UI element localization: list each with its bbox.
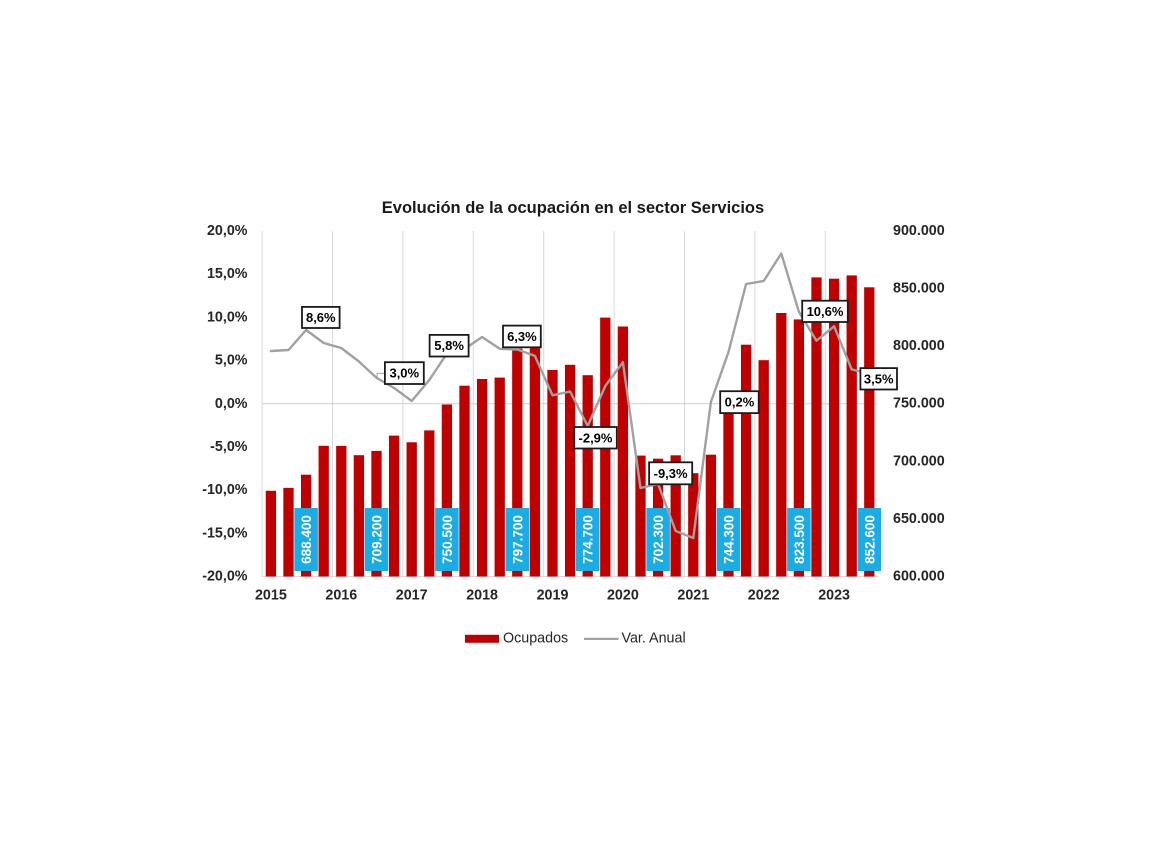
svg-text:5,8%: 5,8% — [434, 338, 464, 353]
svg-text:-2,9%: -2,9% — [579, 430, 613, 445]
svg-text:600.000: 600.000 — [893, 569, 945, 585]
svg-text:750.500: 750.500 — [440, 515, 455, 564]
svg-text:2022: 2022 — [748, 588, 780, 604]
svg-text:10,6%: 10,6% — [807, 304, 844, 319]
svg-text:8,6%: 8,6% — [306, 310, 336, 325]
svg-text:800.000: 800.000 — [893, 338, 945, 354]
svg-text:-20,0%: -20,0% — [202, 569, 248, 585]
svg-text:2023: 2023 — [818, 588, 850, 604]
svg-text:650.000: 650.000 — [893, 511, 945, 527]
svg-text:900.000: 900.000 — [893, 223, 945, 239]
svg-text:709.200: 709.200 — [370, 515, 385, 564]
svg-text:850.000: 850.000 — [893, 281, 945, 297]
svg-text:-5,0%: -5,0% — [210, 439, 248, 455]
svg-text:2015: 2015 — [255, 588, 287, 604]
svg-text:750.000: 750.000 — [893, 396, 945, 412]
svg-text:702.300: 702.300 — [651, 515, 666, 564]
svg-text:2017: 2017 — [396, 588, 428, 604]
svg-text:3,5%: 3,5% — [864, 371, 894, 386]
svg-text:10,0%: 10,0% — [207, 309, 248, 325]
svg-text:3,0%: 3,0% — [389, 366, 419, 381]
svg-text:823.500: 823.500 — [792, 515, 807, 564]
svg-text:0,2%: 0,2% — [725, 395, 755, 410]
svg-text:20,0%: 20,0% — [207, 223, 248, 239]
svg-text:688.400: 688.400 — [299, 515, 314, 564]
svg-text:-10,0%: -10,0% — [202, 482, 248, 498]
svg-text:5,0%: 5,0% — [215, 353, 248, 369]
svg-text:2019: 2019 — [537, 588, 569, 604]
svg-text:0,0%: 0,0% — [215, 396, 248, 412]
svg-text:852.600: 852.600 — [862, 515, 877, 564]
svg-text:774.700: 774.700 — [581, 515, 596, 564]
svg-text:-9,3%: -9,3% — [654, 466, 688, 481]
svg-text:2021: 2021 — [677, 588, 709, 604]
svg-text:2020: 2020 — [607, 588, 639, 604]
svg-text:15,0%: 15,0% — [207, 266, 248, 282]
svg-text:Evolución de la ocupación en e: Evolución de la ocupación en el sector S… — [382, 199, 764, 217]
svg-text:6,3%: 6,3% — [507, 329, 537, 344]
svg-text:Ocupados: Ocupados — [503, 631, 568, 647]
svg-text:2016: 2016 — [325, 588, 357, 604]
svg-text:Var. Anual: Var. Anual — [622, 631, 686, 647]
svg-text:744.300: 744.300 — [722, 515, 737, 564]
svg-text:2018: 2018 — [466, 588, 498, 604]
svg-text:797.700: 797.700 — [510, 515, 525, 564]
svg-text:-15,0%: -15,0% — [202, 525, 248, 541]
svg-text:700.000: 700.000 — [893, 453, 945, 469]
